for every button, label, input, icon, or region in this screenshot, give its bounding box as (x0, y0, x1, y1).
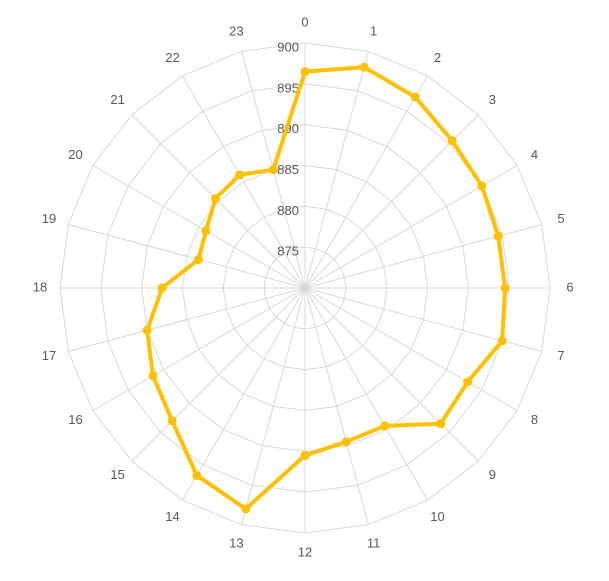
radial-tick-875: 875 (277, 244, 299, 259)
data-point-13 (241, 504, 251, 514)
radar-grid (59, 42, 551, 534)
data-point-0 (300, 67, 310, 77)
category-label-4: 4 (531, 147, 538, 162)
category-label-18: 18 (33, 279, 47, 294)
data-point-12 (300, 450, 310, 460)
data-point-20 (201, 226, 211, 236)
category-label-1: 1 (370, 23, 377, 38)
category-label-3: 3 (489, 92, 496, 107)
grid-ring-885 (181, 164, 429, 412)
data-point-6 (500, 283, 510, 293)
category-label-20: 20 (68, 147, 82, 162)
data-point-17 (142, 325, 152, 335)
category-label-5: 5 (557, 211, 564, 226)
data-point-18 (157, 283, 167, 293)
category-label-7: 7 (557, 348, 564, 363)
category-label-19: 19 (42, 211, 56, 226)
category-label-22: 22 (165, 50, 179, 65)
radial-tick-895: 895 (277, 80, 299, 95)
data-point-5 (493, 231, 503, 241)
category-label-2: 2 (434, 50, 441, 65)
data-point-23 (268, 165, 278, 175)
category-label-15: 15 (110, 467, 124, 482)
data-point-21 (210, 193, 220, 203)
radial-tick-900: 900 (277, 39, 299, 54)
data-point-14 (192, 470, 202, 480)
data-point-1 (359, 62, 369, 72)
radial-tick-880: 880 (277, 203, 299, 218)
category-label-23: 23 (229, 23, 243, 38)
category-label-17: 17 (42, 348, 56, 363)
grid-ring-875 (263, 246, 347, 330)
data-point-10 (380, 421, 390, 431)
category-label-0: 0 (301, 14, 308, 29)
category-label-6: 6 (566, 279, 573, 294)
category-label-12: 12 (298, 544, 312, 559)
category-label-13: 13 (229, 535, 243, 550)
grid-ring-880 (222, 205, 388, 371)
category-label-21: 21 (110, 92, 124, 107)
grid-ring-900 (59, 42, 551, 534)
category-label-16: 16 (68, 412, 82, 427)
data-point-15 (167, 416, 177, 426)
data-point-8 (463, 377, 473, 387)
data-point-7 (497, 336, 507, 346)
data-point-11 (341, 437, 351, 447)
category-label-10: 10 (430, 509, 444, 524)
data-point-9 (436, 419, 446, 429)
series-layer (142, 62, 510, 514)
data-point-19 (194, 254, 204, 264)
data-point-4 (477, 181, 487, 191)
radial-tick-885: 885 (277, 162, 299, 177)
category-label-11: 11 (367, 535, 381, 550)
data-point-3 (447, 136, 457, 146)
data-point-22 (235, 170, 245, 180)
data-point-2 (410, 92, 420, 102)
category-label-9: 9 (489, 467, 496, 482)
data-point-16 (148, 371, 158, 381)
category-label-14: 14 (165, 509, 179, 524)
category-label-8: 8 (531, 412, 538, 427)
